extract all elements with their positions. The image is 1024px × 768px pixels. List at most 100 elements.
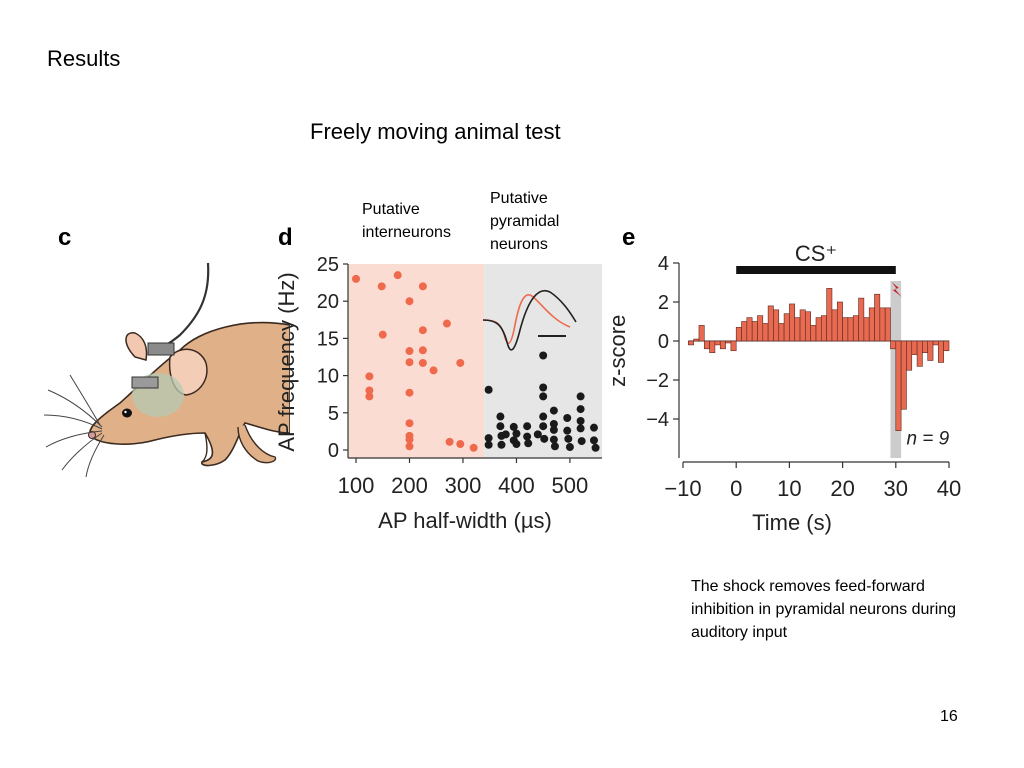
y-tick-label: 2 [658, 292, 669, 314]
n-label: n = 9 [906, 428, 949, 449]
x-tick-label: 10 [777, 476, 801, 501]
x-tick-label: 500 [552, 473, 589, 498]
label-putative-pyramidal-neurons: Putative pyramidal neurons [490, 190, 560, 253]
zscore-bar [698, 325, 705, 342]
x-tick-label: 400 [498, 473, 535, 498]
zscore-bar [719, 340, 726, 350]
zscore-bar [847, 317, 854, 342]
x-axis-label: AP half-width (µs) [378, 508, 552, 533]
slide-title: Freely moving animal test [310, 119, 561, 144]
y-tick-label: 20 [317, 291, 339, 313]
interneuron-point [418, 358, 427, 367]
zscore-bar [863, 317, 870, 342]
pyramidal-point [576, 416, 585, 425]
label-putative-interneurons: Putative interneurons [362, 201, 451, 241]
pyramidal-point [539, 392, 548, 401]
pyramidal-waveform [482, 289, 577, 351]
pyramidal-point [524, 439, 533, 448]
x-tick-label: 0 [730, 476, 742, 501]
y-tick-label: 15 [317, 328, 339, 350]
interneuron-point [429, 366, 438, 375]
zscore-bar [932, 340, 939, 346]
interneuron-point [405, 388, 414, 397]
zscore-bar [794, 317, 801, 342]
interneuron-point [365, 372, 374, 381]
interneuron-region [348, 264, 485, 458]
zscore-bar [911, 340, 918, 355]
zscore-bar [746, 317, 753, 342]
pyramidal-point [589, 423, 598, 432]
interneuron-point [405, 358, 414, 367]
panel-c-letter: c [58, 224, 72, 251]
zscore-bar [895, 340, 902, 431]
zscore-bar [943, 340, 950, 352]
interneuron-point [405, 297, 414, 306]
interneuron-point [442, 319, 451, 328]
pyramidal-point [523, 432, 532, 441]
zscore-bar [773, 309, 780, 342]
slide-caption: The shock removes feed-forward inhibitio… [691, 578, 957, 641]
zscore-bar [868, 307, 875, 342]
zscore-bar [751, 321, 758, 342]
mouse-illustration [43, 262, 290, 478]
zscore-bar [884, 307, 891, 342]
cs-bar [736, 266, 896, 274]
pyramidal-point [533, 430, 542, 439]
pyramidal-point [539, 422, 548, 431]
pyramidal-point [484, 434, 493, 443]
zscore-bar [757, 315, 764, 342]
pyramidal-point [496, 422, 505, 431]
pyramidal-point [497, 440, 506, 449]
interneuron-point [418, 326, 427, 335]
pyramidal-point [539, 412, 548, 421]
y-axis-label: AP frequency (Hz) [274, 272, 299, 451]
pyramidal-point [496, 412, 505, 421]
y-tick-label: 10 [317, 366, 339, 388]
zscore-bar [762, 323, 769, 342]
page-number: 16 [940, 708, 958, 725]
pyramidal-point [539, 351, 548, 360]
zscore-bar [810, 325, 817, 342]
interneuron-point [469, 443, 478, 452]
interneuron-point [365, 386, 374, 395]
pyramidal-point [550, 442, 559, 451]
zscore-bar [831, 309, 838, 342]
y-axis-label: z-score [605, 315, 630, 387]
zscore-bar [852, 315, 859, 342]
interneuron-point [405, 442, 414, 451]
pyramidal-point [576, 392, 585, 401]
y-tick-label: 25 [317, 254, 339, 276]
zscore-bar [688, 340, 694, 346]
y-tick-label: −2 [646, 370, 669, 392]
pyramidal-point [564, 434, 573, 443]
pyramidal-point [512, 429, 521, 438]
zscore-bar [821, 315, 827, 342]
interneuron-point [418, 346, 427, 355]
x-tick-label: −10 [664, 476, 701, 501]
pyramidal-point [549, 435, 558, 444]
interneuron-point [405, 347, 414, 356]
zscore-bar [714, 340, 721, 346]
zscore-bar [842, 317, 849, 342]
interneuron-point [445, 437, 454, 446]
zscore-bar [778, 323, 785, 342]
x-tick-label: 100 [338, 473, 375, 498]
zscore-bar [922, 340, 929, 353]
x-tick-label: 300 [445, 473, 482, 498]
zscore-bar [741, 321, 748, 342]
y-tick-label: −4 [646, 409, 669, 431]
x-tick-label: 20 [830, 476, 854, 501]
interneuron-point [393, 271, 402, 280]
pyramidal-point [563, 426, 572, 435]
pyramidal-point [539, 383, 548, 392]
pyramidal-point [563, 414, 572, 423]
interneuron-point [456, 358, 465, 367]
y-tick-label: 5 [328, 403, 339, 425]
pyramidal-point [484, 440, 493, 449]
interneuron-point [377, 282, 386, 291]
pyramidal-point [523, 422, 532, 431]
zscore-bar [703, 340, 710, 350]
pyramidal-point [577, 437, 586, 446]
cs-label: CS⁺ [795, 241, 837, 266]
pyramidal-point [512, 440, 521, 449]
